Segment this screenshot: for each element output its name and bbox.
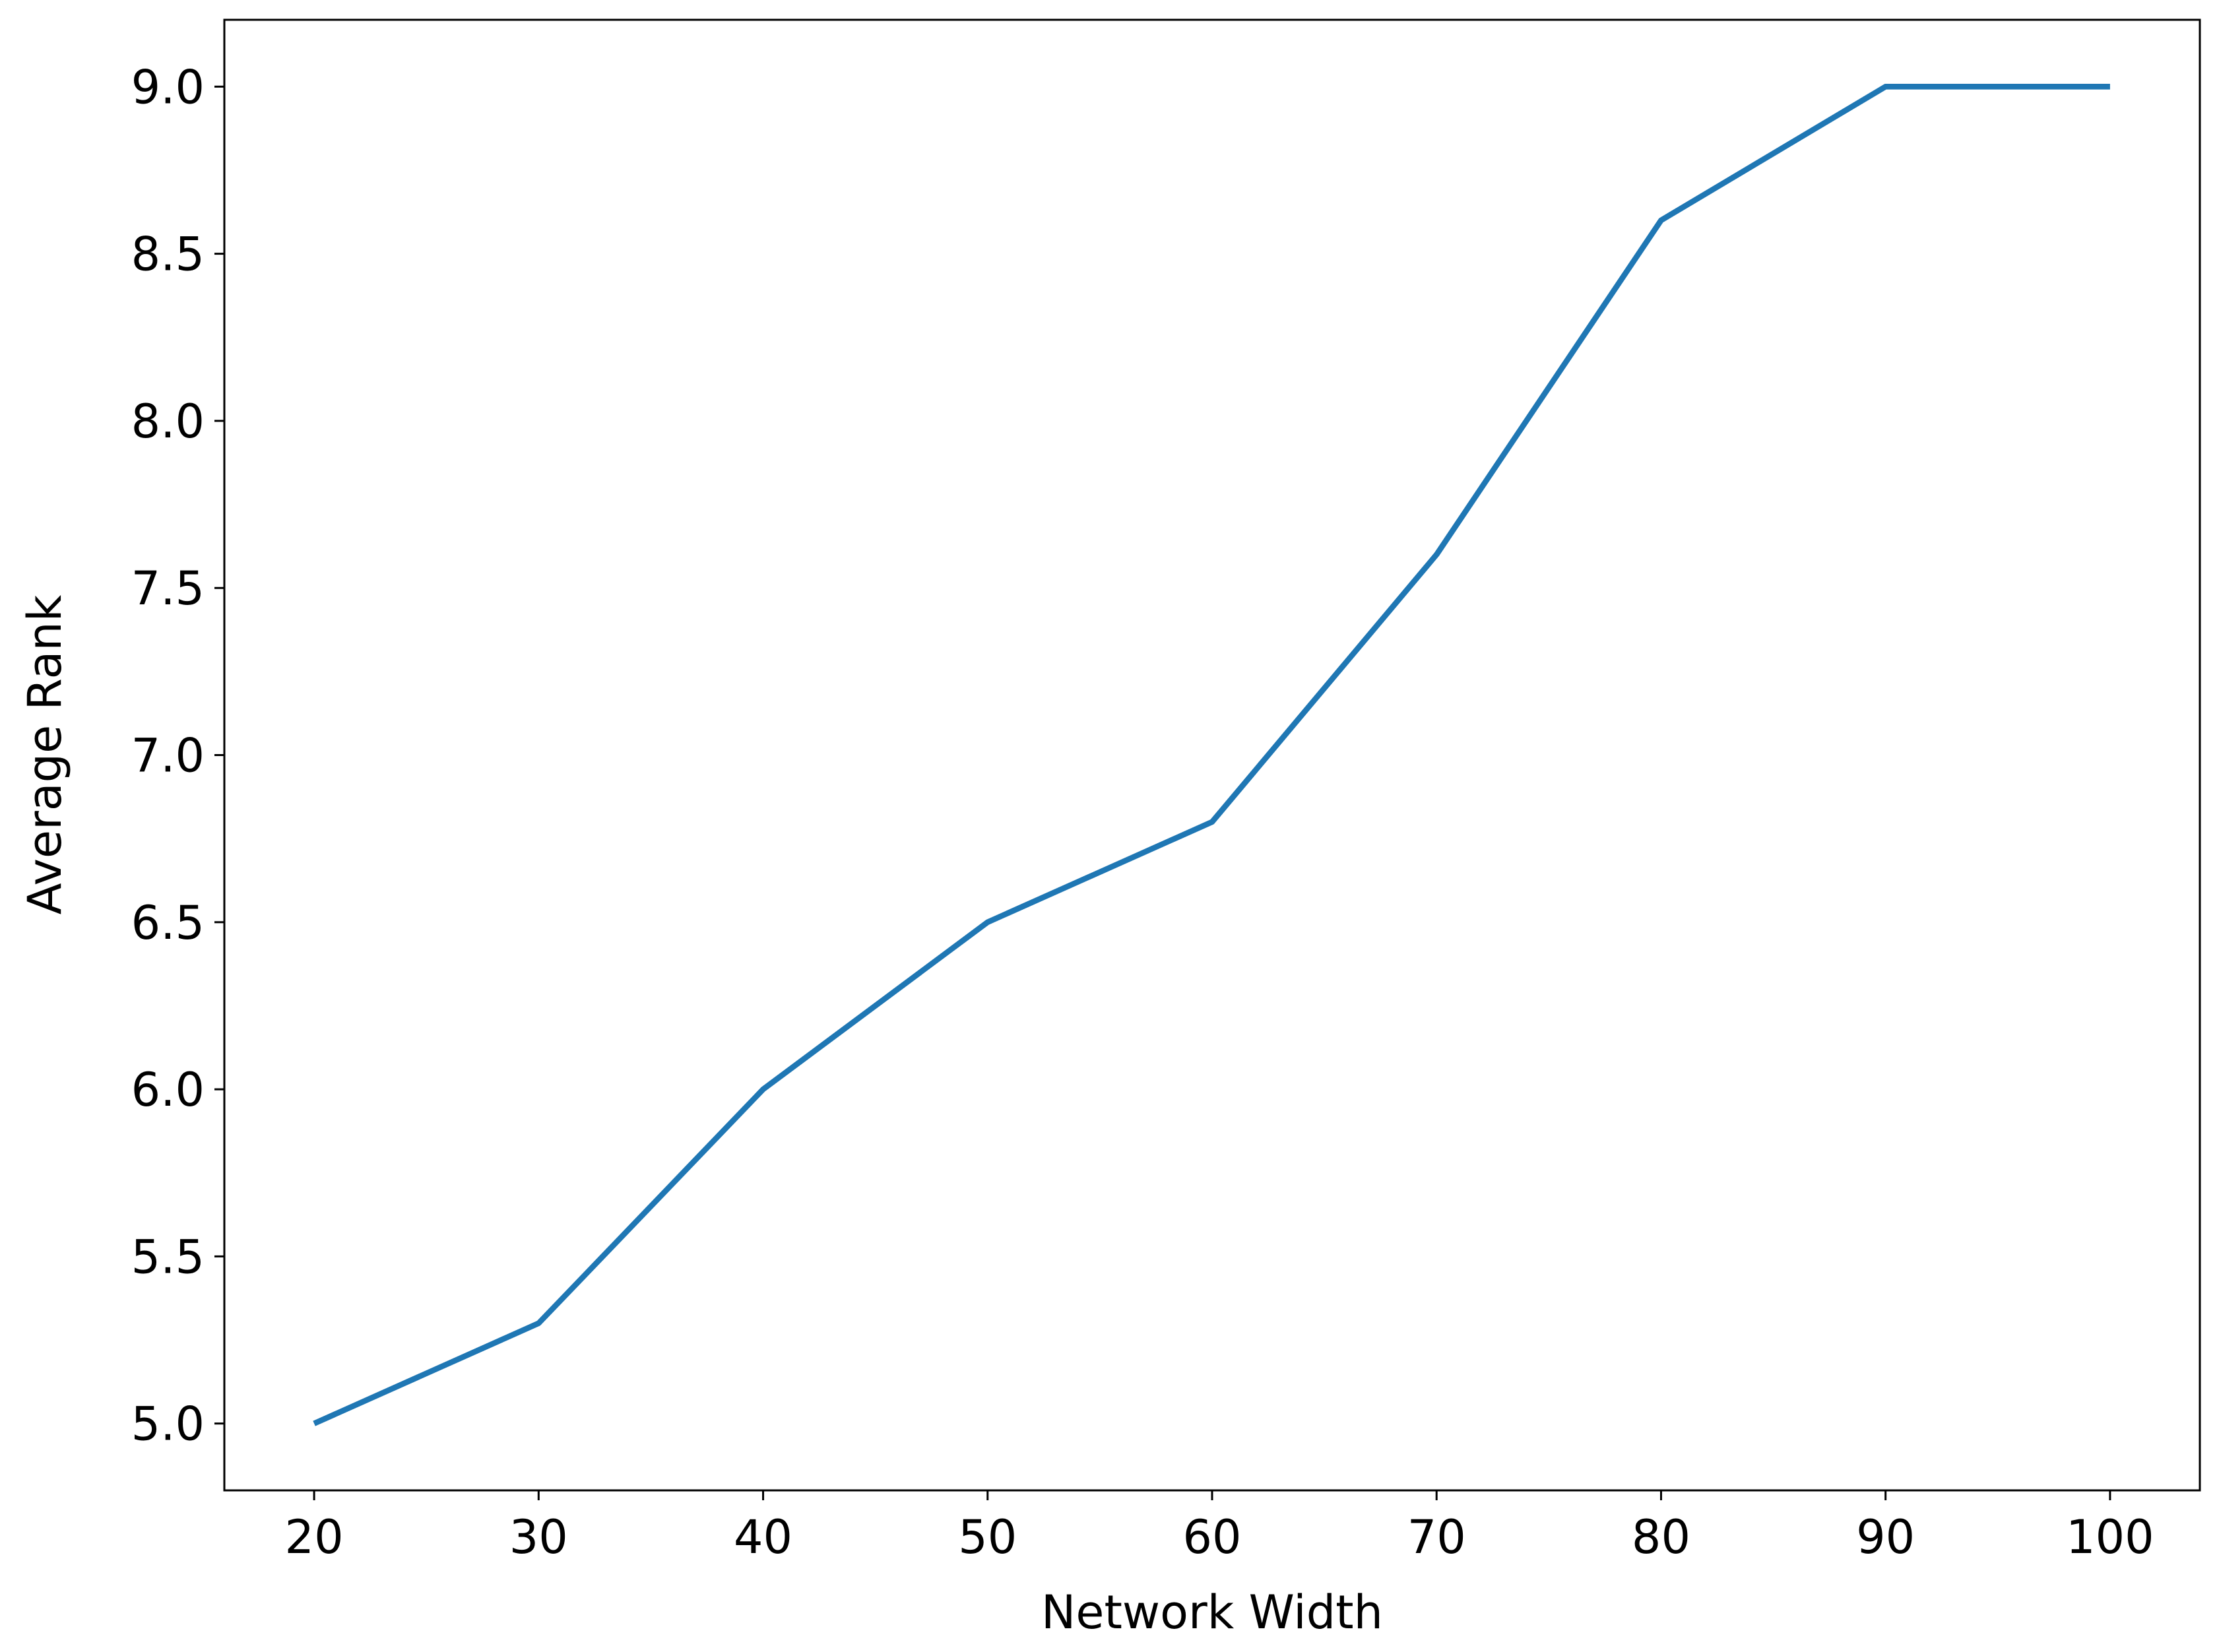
x-tick-label: 80 [1632,1510,1690,1564]
x-tick-label: 70 [1407,1510,1466,1564]
y-tick-label: 5.0 [131,1397,205,1451]
y-tick-label: 8.5 [131,228,205,282]
x-tick-label: 40 [734,1510,792,1564]
y-axis-label: Average Rank [18,594,72,914]
x-tick-label: 90 [1856,1510,1915,1564]
line-series [313,84,2110,1426]
y-tick-label: 9.0 [131,60,205,114]
y-tick-label: 7.0 [131,729,205,783]
y-tick-label: 6.0 [131,1063,205,1117]
y-tick-label: 5.5 [131,1230,205,1284]
x-tick-label: 60 [1182,1510,1241,1564]
y-tick-label: 6.5 [131,896,205,950]
x-tick-label: 100 [2066,1510,2154,1564]
plot-frame [223,18,2201,1492]
y-tick-label: 8.0 [131,395,205,449]
y-tick-label: 7.5 [131,561,205,616]
x-axis-label: Network Width [1041,1585,1383,1639]
x-tick-label: 50 [958,1510,1017,1564]
x-tick-label: 20 [285,1510,344,1564]
x-tick-label: 30 [509,1510,568,1564]
